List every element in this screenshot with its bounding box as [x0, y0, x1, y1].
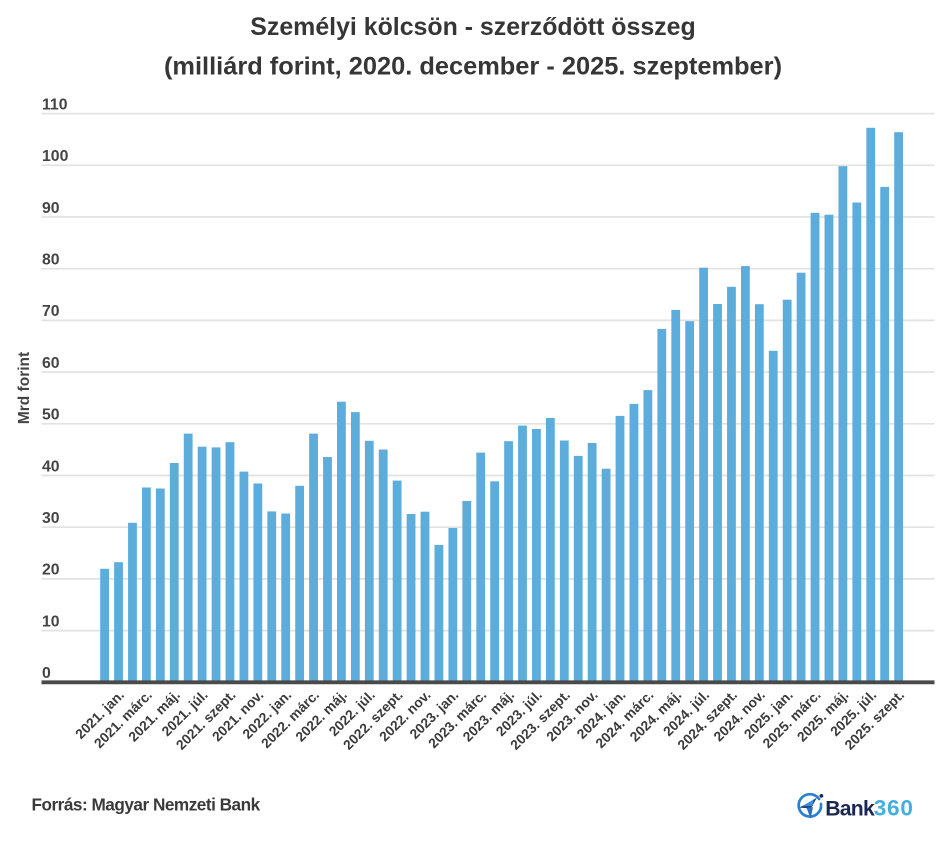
svg-text:40: 40	[42, 458, 60, 475]
svg-text:80: 80	[42, 252, 60, 269]
svg-text:100: 100	[42, 148, 69, 165]
svg-text:Mrd forint: Mrd forint	[16, 352, 33, 424]
svg-text:10: 10	[42, 613, 60, 630]
svg-text:30: 30	[42, 510, 60, 527]
svg-text:0: 0	[42, 665, 51, 682]
svg-text:(milliárd forint, 2020. decemb: (milliárd forint, 2020. december - 2025.…	[164, 53, 782, 81]
svg-text:Forrás: Magyar Nemzeti Bank: Forrás: Magyar Nemzeti Bank	[32, 795, 261, 815]
svg-text:110: 110	[42, 96, 68, 113]
svg-text:50: 50	[42, 407, 60, 424]
svg-text:Bank: Bank	[825, 798, 875, 821]
svg-text:90: 90	[42, 200, 60, 217]
svg-text:20: 20	[42, 562, 60, 579]
svg-text:360: 360	[874, 796, 914, 821]
svg-text:70: 70	[42, 303, 60, 320]
svg-text:60: 60	[42, 355, 60, 372]
svg-text:Személyi kölcsön - szerződött: Személyi kölcsön - szerződött összeg	[250, 13, 695, 41]
